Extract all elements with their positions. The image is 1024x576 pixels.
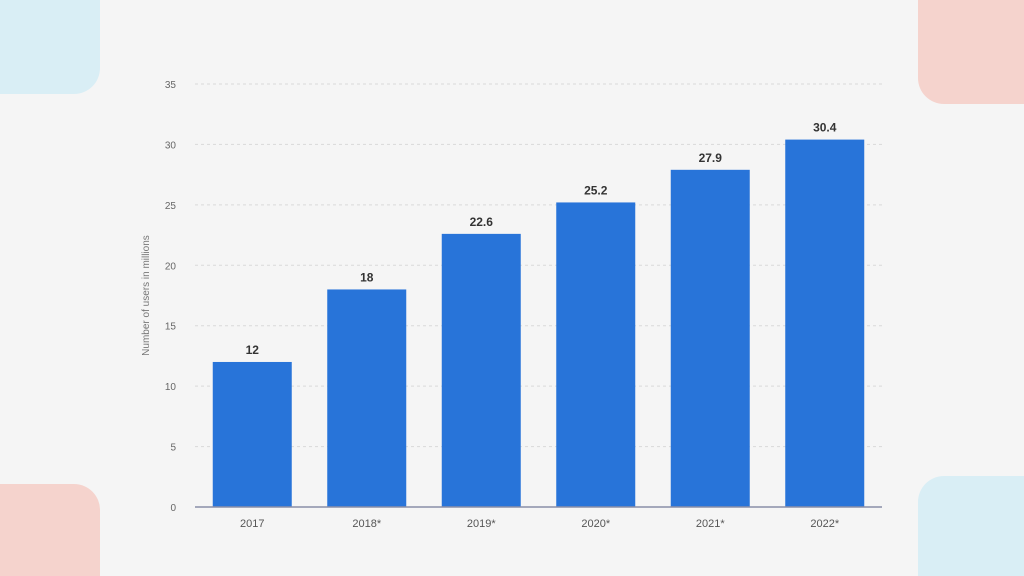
x-axis-ticks: 2017 2018* 2019* 2020* 2021* 2022* [240, 518, 840, 530]
y-tick-label: 20 [165, 261, 177, 272]
decorative-corner-top-left [0, 0, 100, 94]
bar [327, 289, 407, 507]
data-label: 27.9 [699, 151, 723, 165]
decorative-corner-bottom-left [0, 484, 100, 576]
x-tick-label: 2018* [352, 518, 381, 530]
y-axis-ticks: 0 5 10 15 20 25 30 35 [165, 80, 177, 514]
decorative-corner-top-right [918, 0, 1024, 104]
data-label: 30.4 [813, 121, 837, 135]
bar [670, 169, 750, 507]
y-tick-label: 0 [170, 503, 176, 514]
bar [785, 139, 865, 507]
data-label: 25.2 [584, 183, 608, 197]
y-tick-label: 10 [165, 382, 177, 393]
x-tick-label: 2017 [240, 518, 264, 530]
grid-lines [195, 83, 882, 448]
y-axis-title: Number of users in millions [141, 235, 152, 356]
y-tick-label: 30 [165, 140, 177, 151]
data-label: 18 [360, 270, 374, 284]
decorative-corner-bottom-right [918, 476, 1024, 576]
x-tick-label: 2019* [467, 518, 496, 530]
y-tick-label: 5 [170, 443, 176, 454]
x-tick-label: 2021* [696, 518, 725, 530]
bar [556, 202, 636, 507]
y-tick-label: 15 [165, 322, 177, 333]
y-tick-label: 25 [165, 201, 177, 212]
data-label: 12 [246, 343, 260, 357]
y-tick-label: 35 [165, 80, 177, 91]
data-labels: 12 18 22.6 25.2 27.9 30.4 [246, 121, 837, 357]
bar [441, 233, 521, 507]
x-tick-label: 2020* [581, 518, 610, 530]
bars [212, 139, 865, 507]
data-label: 22.6 [470, 215, 494, 229]
bar [212, 361, 292, 507]
x-tick-label: 2022* [810, 518, 839, 530]
